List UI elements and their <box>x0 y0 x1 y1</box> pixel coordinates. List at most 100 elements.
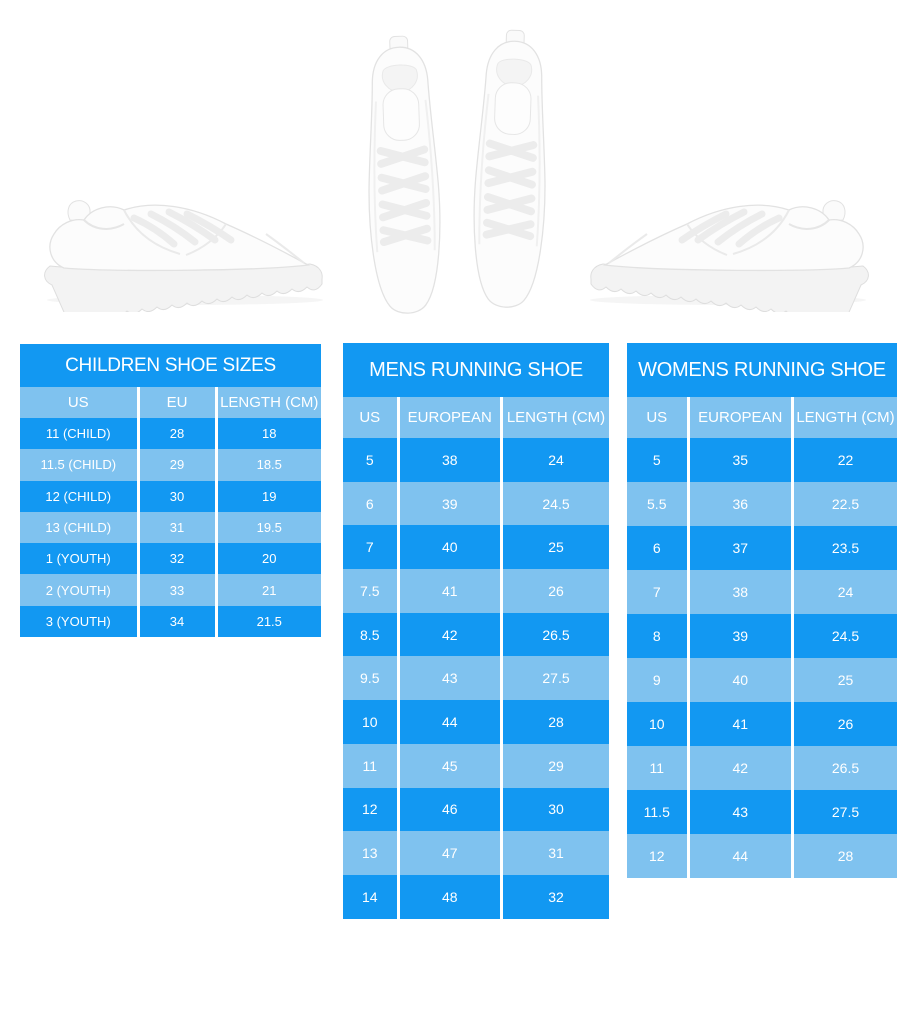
table-cell: 26 <box>503 569 609 613</box>
table-cell: 19.5 <box>217 511 321 544</box>
table-row: 5 38 24 <box>343 438 609 482</box>
table-cell: 24 <box>794 570 897 614</box>
table-cell: 5.5 <box>627 482 687 526</box>
table-cell: 44 <box>689 834 791 878</box>
table-row: 12 46 30 <box>343 787 609 832</box>
table-cell: 39 <box>399 481 500 526</box>
table-cell: 32 <box>503 874 609 919</box>
table-cell: 46 <box>399 787 500 832</box>
table-row: 11.5 43 27.5 <box>627 790 897 834</box>
table-cell: 9.5 <box>343 656 397 701</box>
table-cell: 47 <box>399 831 500 875</box>
table-cell: 12 (CHILD) <box>20 480 137 512</box>
table-cell: 37 <box>689 526 791 570</box>
table-row: 11 42 26.5 <box>627 746 897 790</box>
table-cell: 11 <box>343 743 397 788</box>
table-cell: 23.5 <box>794 526 897 570</box>
table-cell: 30 <box>503 787 609 832</box>
table-cell: 33 <box>139 574 215 606</box>
table-cell: 26.5 <box>794 746 897 790</box>
table-cell: 7.5 <box>343 569 397 613</box>
table-cell: 36 <box>689 482 791 526</box>
table-cell: 31 <box>139 511 215 544</box>
table-cell: 19 <box>217 480 321 512</box>
table-row: 3 (YOUTH) 34 21.5 <box>20 605 321 638</box>
table-cell: 24 <box>503 438 609 482</box>
table-cell: 32 <box>139 543 215 575</box>
table-row: 7 38 24 <box>627 570 897 614</box>
column-header-length: LENGTH (CM) <box>794 397 897 438</box>
table-row: 6 39 24.5 <box>343 481 609 526</box>
table-cell: 24.5 <box>503 481 609 526</box>
table-cell: 10 <box>627 702 687 746</box>
table-cell: 45 <box>399 743 500 788</box>
table-title: MENS RUNNING SHOE <box>343 343 609 397</box>
table-cell: 43 <box>689 790 791 834</box>
column-header-european: EUROPEAN <box>399 397 500 438</box>
table-row: 13 47 31 <box>343 831 609 875</box>
table-row: 7 40 25 <box>343 525 609 570</box>
table-cell: 20 <box>217 543 321 575</box>
column-header-length: LENGTH (CM) <box>217 387 321 418</box>
table-cell: 40 <box>399 525 500 570</box>
table-cell: 11 <box>627 746 687 790</box>
table-cell: 42 <box>399 612 500 657</box>
table-cell: 27.5 <box>794 790 897 834</box>
table-header-row: US EUROPEAN LENGTH (CM) <box>627 397 897 438</box>
table-cell: 7 <box>343 525 397 570</box>
table-cell: 39 <box>689 614 791 658</box>
table-title: WOMENS RUNNING SHOE <box>627 343 897 397</box>
table-cell: 48 <box>399 874 500 919</box>
table-cell: 8 <box>627 614 687 658</box>
table-cell: 14 <box>343 874 397 919</box>
womens-running-shoe-table: WOMENS RUNNING SHOE US EUROPEAN LENGTH (… <box>627 343 897 878</box>
table-cell: 42 <box>689 746 791 790</box>
table-cell: 1 (YOUTH) <box>20 543 137 575</box>
table-row: 13 (CHILD) 31 19.5 <box>20 511 321 544</box>
column-header-us: US <box>20 387 137 418</box>
table-cell: 6 <box>627 526 687 570</box>
table-cell: 22 <box>794 438 897 482</box>
table-cell: 21 <box>217 574 321 606</box>
table-row: 2 (YOUTH) 33 21 <box>20 574 321 606</box>
sneaker-side-view-left-image <box>30 172 330 312</box>
table-cell: 44 <box>399 700 500 744</box>
sneaker-pair-top-view-image <box>349 24 567 319</box>
table-row: 14 48 32 <box>343 874 609 919</box>
table-cell: 22.5 <box>794 482 897 526</box>
table-header-row: US EU LENGTH (CM) <box>20 387 321 418</box>
table-row: 10 41 26 <box>627 702 897 746</box>
table-cell: 13 (CHILD) <box>20 511 137 544</box>
table-row: 12 (CHILD) 30 19 <box>20 480 321 512</box>
table-cell: 24.5 <box>794 614 897 658</box>
table-cell: 12 <box>627 834 687 878</box>
table-row: 1 (YOUTH) 32 20 <box>20 543 321 575</box>
table-cell: 8.5 <box>343 612 397 657</box>
table-row: 9 40 25 <box>627 658 897 702</box>
table-cell: 35 <box>689 438 791 482</box>
table-cell: 12 <box>343 787 397 832</box>
table-body: 5 35 22 5.5 36 22.5 6 37 23.5 7 38 24 8 39 24.5 9 40 25 10… <box>627 438 897 878</box>
table-title: CHILDREN SHOE SIZES <box>20 344 321 387</box>
mens-running-shoe-table: MENS RUNNING SHOE US EUROPEAN LENGTH (CM… <box>343 343 609 919</box>
table-cell: 31 <box>503 831 609 875</box>
table-row: 8 39 24.5 <box>627 614 897 658</box>
table-cell: 18 <box>217 418 321 450</box>
table-row: 5.5 36 22.5 <box>627 482 897 526</box>
table-row: 5 35 22 <box>627 438 897 482</box>
table-cell: 10 <box>343 700 397 744</box>
table-cell: 30 <box>139 480 215 512</box>
table-cell: 13 <box>343 831 397 875</box>
table-cell: 28 <box>503 700 609 744</box>
table-row: 10 44 28 <box>343 700 609 744</box>
children-shoe-sizes-table: CHILDREN SHOE SIZES US EU LENGTH (CM) 11… <box>20 344 321 638</box>
table-row: 8.5 42 26.5 <box>343 612 609 657</box>
table-row: 12 44 28 <box>627 834 897 878</box>
table-cell: 28 <box>139 418 215 450</box>
table-row: 6 37 23.5 <box>627 526 897 570</box>
table-cell: 25 <box>794 658 897 702</box>
table-cell: 41 <box>399 569 500 613</box>
table-row: 11.5 (CHILD) 29 18.5 <box>20 449 321 481</box>
table-cell: 9 <box>627 658 687 702</box>
